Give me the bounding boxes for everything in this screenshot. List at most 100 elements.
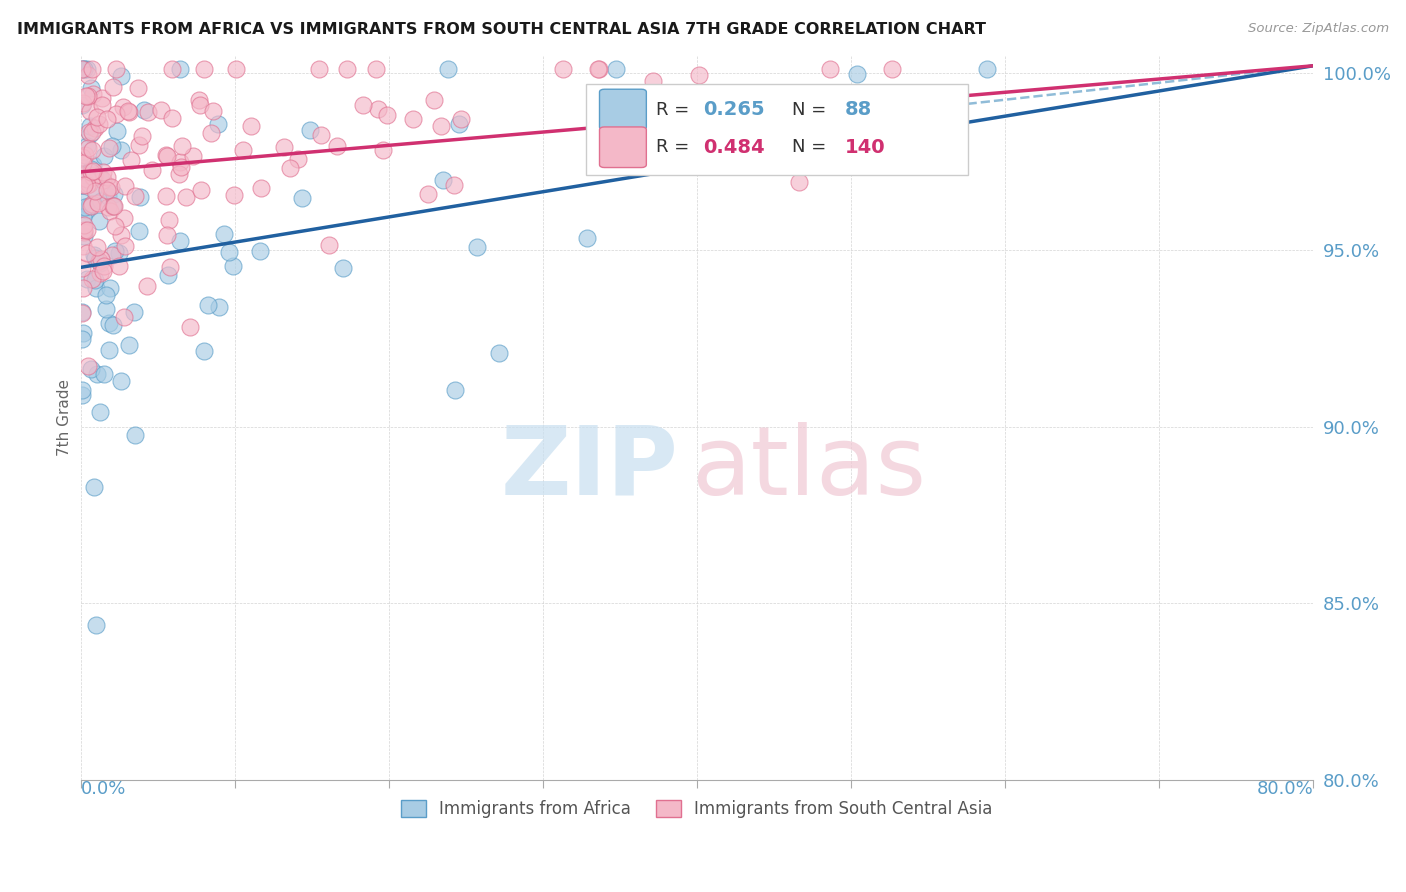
Point — [82, 158, 104, 172]
Point — [352, 98, 374, 112]
Point — [114, 310, 136, 325]
Point — [169, 62, 191, 77]
Point — [70, 306, 93, 320]
Point — [128, 137, 150, 152]
Point — [91, 165, 114, 179]
Point — [84, 251, 107, 265]
Point — [80, 164, 103, 178]
Point — [101, 248, 124, 262]
Point — [157, 268, 180, 282]
Point — [73, 219, 96, 233]
Point — [96, 169, 118, 184]
Point — [72, 223, 94, 237]
Point — [208, 300, 231, 314]
Point — [291, 191, 314, 205]
Point — [107, 123, 129, 137]
Point — [70, 62, 93, 77]
Point — [278, 161, 301, 175]
Point — [80, 80, 103, 95]
Point — [101, 199, 124, 213]
Point — [418, 187, 440, 202]
Text: 0.265: 0.265 — [703, 100, 765, 119]
Point — [273, 140, 295, 154]
Point — [98, 316, 121, 330]
Point — [80, 144, 103, 158]
Point — [87, 196, 110, 211]
Point — [103, 187, 125, 202]
Point — [170, 138, 193, 153]
Text: 140: 140 — [845, 137, 886, 157]
Point — [77, 177, 100, 191]
Point — [110, 69, 132, 83]
Point — [200, 126, 222, 140]
Point — [336, 62, 359, 77]
Point — [818, 62, 841, 77]
Point — [76, 246, 98, 260]
Point — [103, 199, 125, 213]
Point — [202, 103, 225, 118]
Point — [309, 128, 332, 143]
Point — [364, 62, 387, 77]
Point — [84, 168, 107, 182]
Point — [91, 172, 114, 186]
Text: N =: N = — [792, 101, 827, 119]
Point — [73, 62, 96, 77]
Point — [159, 260, 181, 274]
Point — [93, 259, 115, 273]
Point — [181, 149, 204, 163]
Point — [82, 169, 104, 184]
Point — [72, 210, 94, 224]
Point — [98, 280, 121, 294]
Point — [80, 272, 103, 286]
FancyBboxPatch shape — [599, 89, 647, 130]
Point — [76, 172, 98, 186]
Point — [124, 305, 146, 319]
Point — [218, 244, 240, 259]
Point — [86, 184, 108, 198]
Point — [89, 214, 111, 228]
Point — [84, 184, 107, 198]
Text: R =: R = — [657, 138, 695, 156]
Point — [90, 252, 112, 266]
Point — [423, 93, 446, 107]
Point — [232, 144, 254, 158]
Text: 80.0%: 80.0% — [1257, 780, 1313, 798]
Point — [79, 103, 101, 118]
Point — [447, 116, 470, 130]
Point — [783, 106, 806, 120]
Point — [98, 204, 121, 219]
Point — [93, 368, 115, 382]
Point — [299, 123, 322, 137]
Point — [118, 338, 141, 352]
Point — [84, 121, 107, 136]
Point — [96, 112, 118, 126]
Point — [128, 224, 150, 238]
Point — [76, 62, 98, 77]
Point — [89, 256, 111, 270]
Point — [157, 213, 180, 227]
Point — [82, 197, 104, 211]
Point — [70, 305, 93, 319]
Point — [609, 103, 631, 117]
Point — [72, 161, 94, 175]
Point — [79, 361, 101, 376]
Point — [91, 264, 114, 278]
Point — [155, 189, 177, 203]
Point — [641, 74, 664, 88]
Point — [249, 244, 271, 258]
Point — [94, 288, 117, 302]
Point — [80, 62, 103, 77]
Point — [70, 150, 93, 164]
Point — [124, 428, 146, 442]
Point — [160, 62, 183, 77]
Point — [79, 128, 101, 142]
Point — [170, 160, 193, 174]
Point — [94, 301, 117, 316]
Point — [129, 190, 152, 204]
Point — [110, 227, 132, 242]
Point — [84, 617, 107, 632]
Point — [551, 62, 574, 77]
Point — [114, 238, 136, 252]
Point — [105, 107, 128, 121]
Point — [117, 103, 139, 118]
